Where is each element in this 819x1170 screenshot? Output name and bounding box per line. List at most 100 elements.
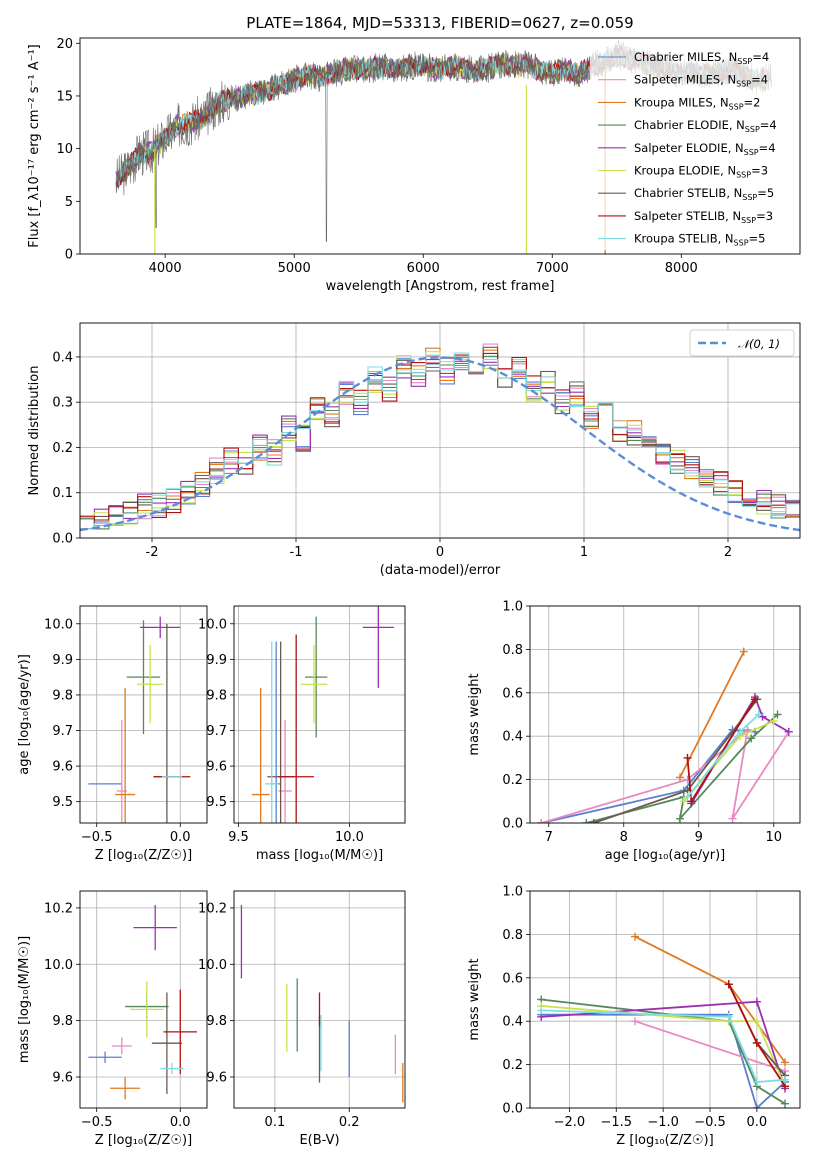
residual-histogram bbox=[80, 355, 800, 530]
normal-reference-curve bbox=[80, 356, 800, 532]
x-tick-label: −0.5 bbox=[694, 1115, 726, 1130]
x-tick-label: 5000 bbox=[278, 261, 311, 276]
legend-subscript: SSP bbox=[729, 102, 744, 111]
mass_vs_Z-axes: −0.5 0.0 9.6 9.8 10.0 10.2 Z [log₁₀(Z/Z☉)] mass… bbox=[17, 890, 208, 1148]
y-tick-label: 9.8 bbox=[206, 688, 227, 703]
weight-marker bbox=[752, 997, 761, 1006]
weight-marker bbox=[781, 1075, 789, 1084]
y-tick-label: 9.8 bbox=[52, 1014, 73, 1029]
axes-frame bbox=[233, 605, 406, 824]
legend-nssp: =3 bbox=[756, 209, 773, 223]
age_vs_Z-axes: −0.5 0.0 9.5 9.6 9.7 9.8 9.9 10.0 Z [log₁₀(Z/Z☉)… bbox=[17, 605, 208, 863]
residual-histogram bbox=[80, 343, 800, 527]
legend-subscript: SSP bbox=[744, 148, 759, 157]
x-tick-label: 6000 bbox=[407, 261, 440, 276]
x-tick-label: 0.0 bbox=[170, 1115, 191, 1130]
x-tick-label: 8000 bbox=[665, 261, 698, 276]
weight_vs_age-axes: 7 8 9 10 0.0 0.2 0.4 0.6 0.8 1.0 age [log₁₀(age/yr… bbox=[467, 600, 801, 863]
weight-marker bbox=[781, 1099, 789, 1108]
weight-marker bbox=[739, 647, 748, 656]
legend-nssp: =4 bbox=[760, 118, 777, 132]
y-tick-label: 9.6 bbox=[52, 760, 73, 775]
x-axis-label: Z [log₁₀(Z/Z☉)] bbox=[95, 848, 192, 863]
y-tick-label: 10.0 bbox=[198, 617, 227, 632]
y-axis-label: age [log₁₀(age/yr)] bbox=[17, 654, 32, 775]
x-axis-label: age [log₁₀(age/yr)] bbox=[605, 848, 726, 863]
y-tick-label: 9.7 bbox=[206, 724, 227, 739]
weight-marker bbox=[736, 727, 744, 736]
weight_vs_Z-axes: −2.0 −1.5 −1.0 −0.5 0.0 0.0 0.2 0.4 0.6 0.8 1.0 Z [… bbox=[467, 885, 801, 1148]
y-tick-label: 9.6 bbox=[206, 760, 227, 775]
legend-series-name: Salpeter ELODIE, N bbox=[634, 141, 744, 155]
legend-entry: Salpeter ELODIE, NSSP=4 bbox=[634, 141, 776, 157]
legend-background bbox=[689, 329, 795, 357]
weight-marker bbox=[683, 792, 692, 801]
legend-series-name: Chabrier STELIB, N bbox=[634, 186, 742, 200]
weight-line bbox=[541, 727, 790, 823]
legend-series-name: Salpeter MILES, N bbox=[634, 73, 736, 87]
y-tick-label: 0.4 bbox=[52, 350, 73, 365]
weight-line bbox=[541, 1009, 786, 1083]
y-tick-label: 9.5 bbox=[52, 795, 73, 810]
x-tick-label: −2.0 bbox=[554, 1115, 586, 1130]
x-tick-label: 9 bbox=[695, 830, 703, 845]
weight-marker bbox=[676, 773, 684, 782]
x-tick-label: 10 bbox=[765, 830, 782, 845]
legend-series-name: Kroupa MILES, N bbox=[634, 95, 729, 109]
x-tick-label: -2 bbox=[146, 545, 159, 560]
spectrum-title: PLATE=1864, MJD=53313, FIBERID=0627, z=0… bbox=[246, 14, 633, 32]
axes-frame bbox=[79, 605, 208, 824]
weight-line bbox=[634, 1020, 786, 1072]
x-axis-label: Z [log₁₀(Z/Z☉)] bbox=[616, 1133, 713, 1148]
residual-histogram bbox=[80, 346, 800, 530]
legend-subscript: SSP bbox=[737, 57, 752, 66]
y-tick-label: 9.6 bbox=[206, 1071, 227, 1086]
legend-entry: Kroupa STELIB, NSSP=5 bbox=[634, 232, 765, 248]
axes-frame bbox=[79, 890, 208, 1109]
x-axis-label: wavelength [Angstrom, rest frame] bbox=[326, 279, 555, 294]
legend-entry: Salpeter STELIB, NSSP=3 bbox=[634, 209, 773, 225]
weight-marker bbox=[631, 932, 639, 941]
weight-line bbox=[541, 728, 756, 823]
legend-subscript: SSP bbox=[742, 193, 757, 202]
weight-marker bbox=[589, 819, 598, 823]
weight-marker bbox=[683, 753, 692, 762]
y-tick-label: 9.5 bbox=[206, 795, 227, 810]
y-tick-label: 0.0 bbox=[502, 1102, 523, 1117]
y-tick-label: 0.0 bbox=[52, 532, 73, 547]
weight-marker bbox=[773, 710, 782, 719]
weight-marker bbox=[728, 814, 737, 823]
legend-nssp: =2 bbox=[744, 95, 761, 109]
y-axis-label: mass [log₁₀(M/M☉)] bbox=[17, 936, 32, 1063]
legend-nssp: =5 bbox=[757, 186, 774, 200]
residual-histogram bbox=[80, 358, 800, 530]
weight-line bbox=[593, 698, 759, 823]
x-tick-label: −0.5 bbox=[81, 1115, 113, 1130]
x-tick-label: 0.1 bbox=[265, 1115, 286, 1130]
legend-entry: Kroupa ELODIE, NSSP=3 bbox=[634, 164, 768, 180]
legend-background bbox=[590, 42, 795, 250]
x-tick-label: 0.2 bbox=[339, 1115, 360, 1130]
weight-marker bbox=[769, 717, 778, 726]
x-tick-label: 0.0 bbox=[170, 830, 191, 845]
residual-histogram bbox=[80, 351, 800, 525]
legend-nssp: =5 bbox=[749, 232, 766, 246]
y-axis-label: mass weight bbox=[467, 673, 482, 755]
x-tick-label: 8 bbox=[620, 830, 628, 845]
y-axis-label: Flux [f_λ10⁻¹⁷ erg cm⁻² s⁻¹ A⁻¹] bbox=[27, 44, 42, 248]
legend-subscript: SSP bbox=[736, 171, 751, 180]
x-tick-label: -1 bbox=[290, 545, 303, 560]
y-tick-label: 0.6 bbox=[502, 971, 523, 986]
weight-marker bbox=[751, 695, 759, 704]
legend-series-name: Salpeter STELIB, N bbox=[634, 209, 741, 223]
residual-histogram bbox=[80, 359, 800, 530]
spectrum-axes: 4000 5000 6000 7000 8000 0 5 10 15 20 wavelength [… bbox=[27, 37, 801, 294]
axes-frame bbox=[529, 605, 801, 824]
y-tick-label: 9.8 bbox=[52, 688, 73, 703]
weight-marker bbox=[752, 1104, 761, 1108]
x-axis-label: E(B-V) bbox=[299, 1133, 339, 1148]
x-tick-label: 7000 bbox=[536, 261, 569, 276]
weight-marker bbox=[537, 1006, 546, 1015]
y-tick-label: 0.8 bbox=[502, 928, 523, 943]
